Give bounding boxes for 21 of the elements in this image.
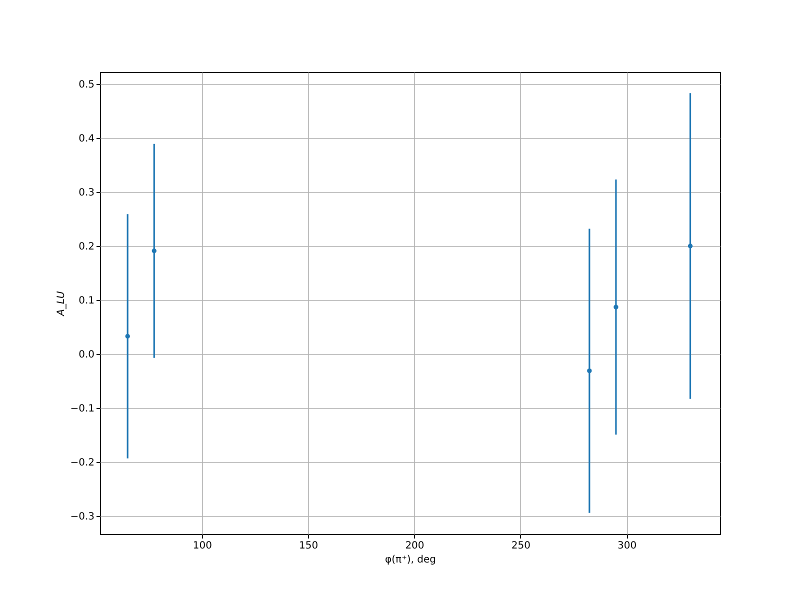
y-tick-label: 0.1 [78,296,94,307]
y-tick-label: −0.1 [70,404,94,415]
point [688,244,693,248]
y-tick-label: −0.2 [70,458,94,469]
x-tick-label: 100 [192,540,212,552]
y-tick-label: 0.4 [78,133,94,144]
x-axis-title: φ(π⁺), deg [385,554,436,566]
x-tick-label: 150 [299,540,318,552]
x-tick-label: 250 [511,540,530,552]
point [152,248,156,254]
y-tick-label: 0.2 [78,241,94,252]
y-tick-label: 0.5 [78,79,94,90]
y-tick-label: −0.3 [70,512,94,523]
x-tick-label: 200 [405,540,424,552]
point [614,304,618,310]
y-axis-title: A_LU [56,290,68,317]
y-tick-label: 0.0 [78,350,94,361]
point [125,334,130,339]
y-tick-label: 0.3 [78,187,94,198]
x-tick-label: 300 [618,540,637,552]
point [587,368,592,374]
